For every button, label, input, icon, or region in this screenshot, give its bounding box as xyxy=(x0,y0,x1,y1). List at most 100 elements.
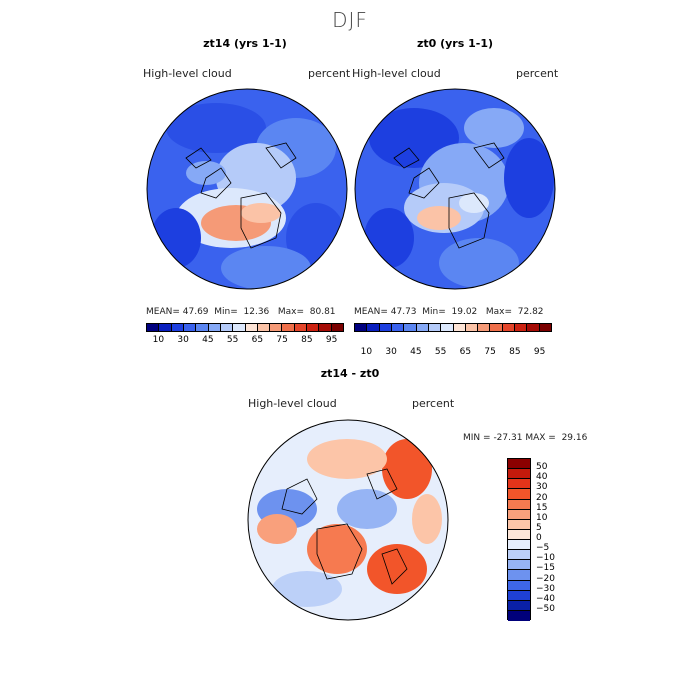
diff-colorbar-swatch xyxy=(508,540,530,551)
colorbar-tick-label: 10 xyxy=(152,335,165,345)
panel2-variable-label: High-level cloud xyxy=(352,67,441,80)
colorbar-swatch xyxy=(428,324,442,331)
diff-colorbar-label: −40 xyxy=(536,593,555,604)
colorbar-swatch xyxy=(282,324,295,331)
colorbar-swatch xyxy=(319,324,332,331)
colorbar-tick-label: 65 xyxy=(251,335,264,345)
diff-colorbar-label: 0 xyxy=(536,533,542,543)
diff-colorbar-swatch xyxy=(508,469,530,480)
panel1-map xyxy=(146,88,348,290)
diff-colorbar-label: 10 xyxy=(536,512,548,523)
colorbar-swatch xyxy=(465,324,479,331)
diff-colorbar-swatch xyxy=(508,600,530,611)
diff-colorbar-label: 50 xyxy=(536,462,548,473)
colorbar-swatch xyxy=(379,324,392,331)
diff-colorbar-label: 15 xyxy=(536,502,548,513)
colorbar-swatch xyxy=(367,324,380,331)
panel1-units-label: percent xyxy=(308,67,351,80)
diff-colorbar-label: −10 xyxy=(536,553,555,564)
panel1-title: zt14 (yrs 1-1) xyxy=(203,37,287,50)
panel2-map xyxy=(354,88,556,290)
colorbar-tick-label: 65 xyxy=(459,347,472,357)
colorbar-tick-label: 55 xyxy=(226,335,239,345)
panel1-variable-label: High-level cloud xyxy=(143,67,232,80)
colorbar-tick-label: 95 xyxy=(325,335,338,345)
colorbar-tick-label: 45 xyxy=(202,335,214,345)
diff-colorbar-swatch xyxy=(508,479,530,490)
diff-colorbar-label: 40 xyxy=(536,472,548,483)
diff-colorbar-label: −30 xyxy=(536,583,555,594)
colorbar-swatch xyxy=(391,324,405,331)
diff-title: zt14 - zt0 xyxy=(320,367,380,380)
diff-colorbar-label: 5 xyxy=(536,522,542,533)
diff-colorbar-label: −20 xyxy=(536,573,555,584)
panel2-colorbar-ticks: 10 30 45 55 65 75 85 95 xyxy=(354,347,552,359)
colorbar-tick-label: 95 xyxy=(533,347,546,357)
diff-colorbar-swatch xyxy=(508,570,530,581)
colorbar-swatch xyxy=(208,324,221,331)
diff-colorbar-swatch xyxy=(508,580,530,591)
figure-title: DJF xyxy=(332,8,368,32)
colorbar-swatch xyxy=(196,324,209,331)
diff-colorbar-swatch xyxy=(508,560,530,571)
panel2-colorbar xyxy=(354,323,552,332)
colorbar-tick-label: 45 xyxy=(410,347,422,357)
diff-colorbar-swatch xyxy=(508,590,530,601)
colorbar-swatch xyxy=(355,324,368,331)
colorbar-tick-label: 75 xyxy=(484,347,496,357)
colorbar-swatch xyxy=(307,324,320,331)
diff-colorbar-swatch xyxy=(508,610,530,621)
colorbar-swatch xyxy=(257,324,271,331)
diff-colorbar-swatch xyxy=(508,489,530,500)
colorbar-tick-label: 30 xyxy=(177,335,189,345)
diff-colorbar-labels: 50 40 30 20 15 10 5 0 −5 −10 −15 −20 −30 −40 −50 xyxy=(536,458,576,620)
colorbar-swatch xyxy=(294,324,308,331)
diff-colorbar-swatch xyxy=(508,519,530,530)
colorbar-swatch xyxy=(478,324,491,331)
diff-variable-label: High-level cloud xyxy=(248,397,337,410)
colorbar-swatch xyxy=(539,324,551,331)
colorbar-swatch xyxy=(171,324,184,331)
colorbar-swatch xyxy=(147,324,160,331)
colorbar-swatch xyxy=(233,324,246,331)
panel2-title: zt0 (yrs 1-1) xyxy=(416,37,494,50)
colorbar-tick-label: 75 xyxy=(276,335,288,345)
diff-stats: MIN = -27.31 MAX = 29.16 xyxy=(463,433,588,443)
colorbar-swatch xyxy=(441,324,454,331)
colorbar-swatch xyxy=(245,324,258,331)
colorbar-swatch xyxy=(159,324,172,331)
colorbar-swatch xyxy=(490,324,503,331)
colorbar-swatch xyxy=(527,324,540,331)
panel2-units-label: percent xyxy=(516,67,559,80)
diff-colorbar-swatch xyxy=(508,499,530,510)
colorbar-swatch xyxy=(270,324,283,331)
panel1-colorbar-ticks: 10 30 45 55 65 75 85 95 xyxy=(146,335,344,347)
diff-colorbar-label: 30 xyxy=(536,482,548,493)
colorbar-swatch xyxy=(502,324,516,331)
colorbar-tick-label: 85 xyxy=(301,335,313,345)
diff-colorbar-swatch xyxy=(508,509,530,520)
colorbar-swatch xyxy=(515,324,528,331)
colorbar-swatch xyxy=(220,324,234,331)
colorbar-tick-label: 10 xyxy=(360,347,373,357)
colorbar-swatch xyxy=(331,324,343,331)
diff-colorbar-label: 20 xyxy=(536,492,548,503)
colorbar-swatch xyxy=(183,324,197,331)
colorbar-swatch xyxy=(404,324,417,331)
colorbar-tick-label: 30 xyxy=(385,347,397,357)
diff-colorbar xyxy=(507,458,531,621)
diff-colorbar-swatch xyxy=(508,459,530,470)
diff-units-label: percent xyxy=(412,397,455,410)
panel2-stats: MEAN= 47.73 Min= 19.02 Max= 72.82 xyxy=(354,307,544,317)
diff-colorbar-label: −50 xyxy=(536,603,555,614)
colorbar-swatch xyxy=(416,324,429,331)
colorbar-tick-label: 55 xyxy=(434,347,447,357)
diff-colorbar-label: −15 xyxy=(536,563,555,574)
panel1-colorbar xyxy=(146,323,344,332)
diff-map xyxy=(247,419,449,621)
colorbar-tick-label: 85 xyxy=(509,347,521,357)
diff-colorbar-label: −5 xyxy=(536,543,550,554)
panel1-stats: MEAN= 47.69 Min= 12.36 Max= 80.81 xyxy=(146,307,336,317)
diff-colorbar-swatch xyxy=(508,529,530,540)
diff-colorbar-swatch xyxy=(508,550,530,561)
